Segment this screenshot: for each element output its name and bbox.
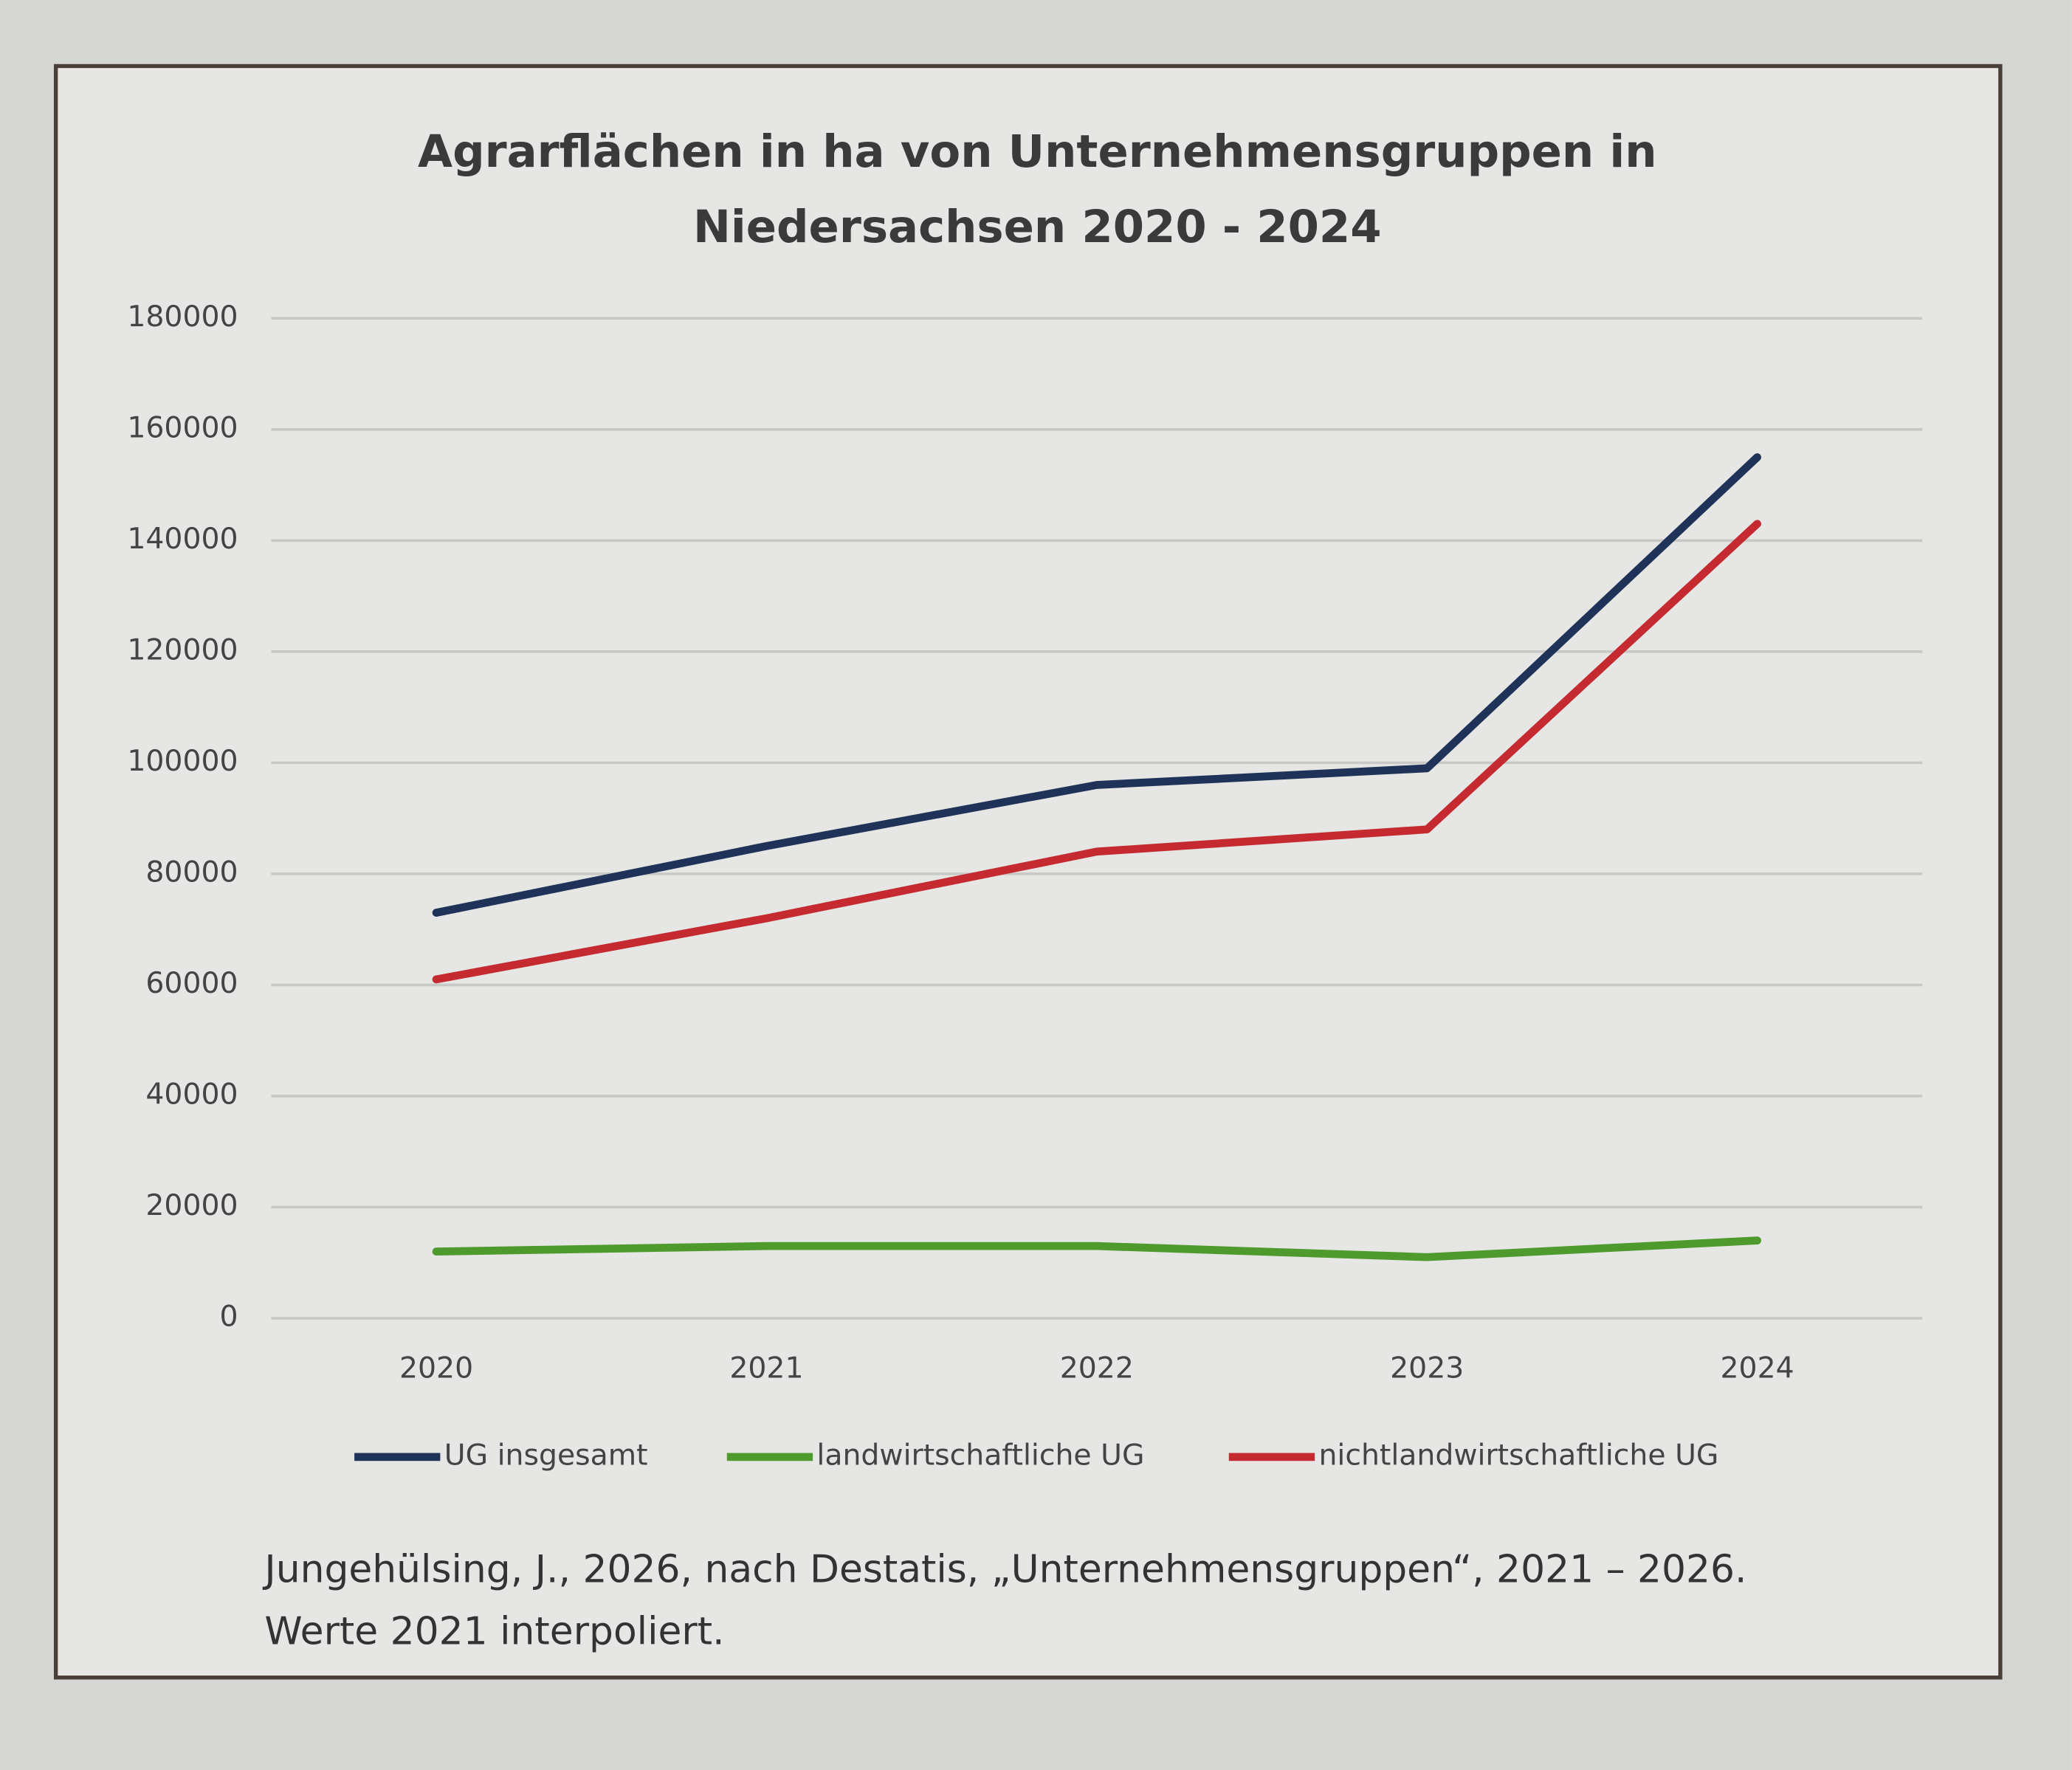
- y-tick-label: 0: [220, 1299, 238, 1333]
- y-tick-label: 60000: [145, 966, 238, 1000]
- source-note: Jungehülsing, J., 2026, nach Destatis, „…: [262, 1548, 1746, 1592]
- x-tick-label: 2023: [1390, 1351, 1464, 1385]
- y-tick-label: 100000: [127, 744, 238, 778]
- series-line: [432, 1236, 1761, 1261]
- x-tick-label: 2021: [729, 1351, 803, 1385]
- x-tick-label: 2020: [399, 1351, 473, 1385]
- y-tick-label: 160000: [127, 410, 238, 444]
- y-tick-label: 40000: [145, 1077, 238, 1111]
- y-tick-label: 140000: [127, 522, 238, 556]
- legend-label: UG insgesamt: [444, 1438, 648, 1472]
- y-tick-label: 20000: [145, 1188, 238, 1222]
- series-line: [432, 520, 1761, 984]
- chart-title: Agrarflächen in ha von Unternehmensgrupp…: [418, 126, 1657, 178]
- chart-title: Niedersachsen 2020 - 2024: [693, 202, 1382, 253]
- y-tick-label: 180000: [127, 300, 238, 334]
- y-tick-label: 80000: [145, 855, 238, 889]
- series-line: [432, 453, 1761, 917]
- chart-frame: [53, 63, 2003, 1680]
- x-tick-label: 2024: [1721, 1351, 1794, 1385]
- legend-label: landwirtschaftliche UG: [816, 1438, 1144, 1472]
- legend-label: nichtlandwirtschaftliche UG: [1318, 1438, 1718, 1472]
- y-tick-label: 120000: [127, 633, 238, 667]
- x-tick-label: 2022: [1060, 1351, 1134, 1385]
- source-note: Werte 2021 interpoliert.: [264, 1610, 724, 1654]
